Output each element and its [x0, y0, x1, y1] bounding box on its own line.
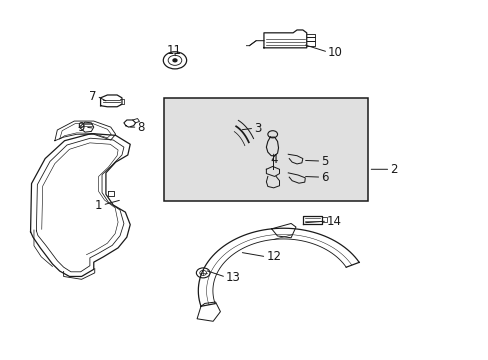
- Text: 1: 1: [95, 198, 102, 212]
- Circle shape: [173, 59, 177, 62]
- Text: 2: 2: [389, 163, 397, 176]
- Text: 7: 7: [89, 90, 97, 103]
- Text: 4: 4: [269, 153, 277, 166]
- Bar: [164, 98, 368, 202]
- Text: 9: 9: [78, 121, 85, 134]
- Text: 10: 10: [327, 46, 342, 59]
- Text: 11: 11: [166, 44, 181, 57]
- Text: 6: 6: [321, 171, 328, 184]
- Text: 3: 3: [254, 122, 261, 135]
- Text: 13: 13: [225, 271, 241, 284]
- Text: 8: 8: [137, 121, 144, 134]
- Text: 14: 14: [326, 215, 342, 228]
- Text: 12: 12: [266, 250, 281, 263]
- Text: 5: 5: [321, 154, 328, 167]
